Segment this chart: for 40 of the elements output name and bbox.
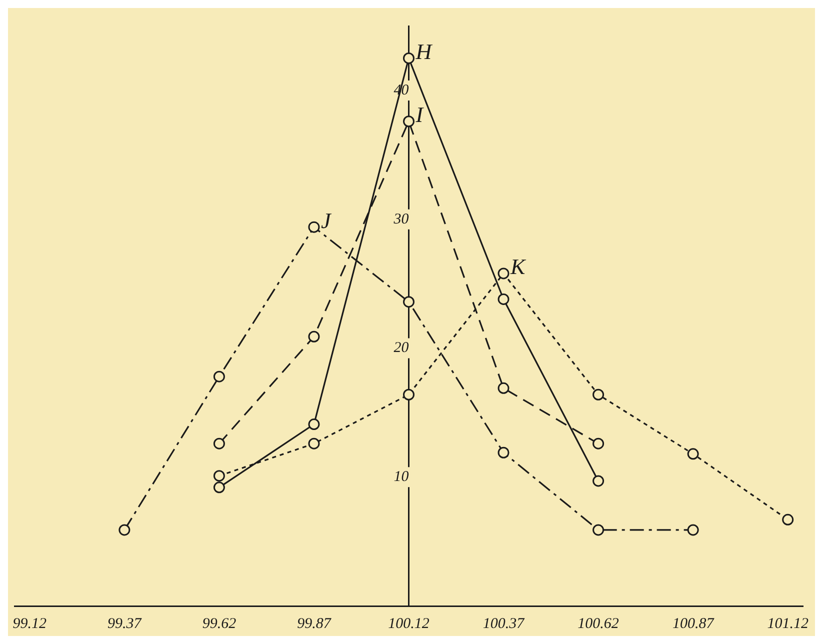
series-label: H bbox=[414, 39, 433, 64]
series-label: I bbox=[414, 102, 425, 128]
x-tick-label: 99.37 bbox=[108, 616, 143, 632]
series-label: J bbox=[320, 208, 332, 233]
x-tick-label: 100.62 bbox=[578, 616, 620, 632]
y-tick-label: 10 bbox=[394, 469, 410, 486]
point bbox=[592, 388, 604, 400]
y-tick-label: 20 bbox=[394, 340, 410, 356]
point bbox=[687, 448, 699, 460]
point bbox=[213, 482, 225, 494]
point bbox=[213, 470, 225, 482]
x-tick-label: 100.37 bbox=[482, 616, 526, 632]
point bbox=[687, 524, 699, 536]
point bbox=[592, 438, 604, 450]
point bbox=[308, 330, 320, 342]
x-tick-label: 99.12 bbox=[12, 616, 48, 632]
x-tick-label: 99.87 bbox=[297, 616, 332, 632]
x-tick-label: 100.87 bbox=[672, 616, 716, 632]
point bbox=[308, 418, 320, 430]
point bbox=[403, 116, 414, 128]
point bbox=[592, 524, 604, 536]
point bbox=[498, 293, 510, 305]
point bbox=[498, 446, 510, 458]
point bbox=[118, 524, 130, 536]
point bbox=[498, 268, 510, 280]
point bbox=[403, 388, 414, 400]
point bbox=[403, 52, 414, 64]
point bbox=[782, 514, 794, 526]
point bbox=[308, 221, 320, 233]
y-tick-label: 30 bbox=[392, 211, 410, 228]
x-tick-label: 101.12 bbox=[767, 616, 809, 632]
series-label: K bbox=[510, 254, 527, 280]
x-tick-label: 100.12 bbox=[388, 616, 430, 632]
point bbox=[403, 296, 414, 308]
point bbox=[592, 475, 604, 487]
point bbox=[213, 438, 225, 450]
point bbox=[498, 382, 510, 394]
x-tick-label: 99.62 bbox=[202, 616, 237, 632]
point bbox=[213, 370, 225, 382]
point bbox=[308, 438, 320, 450]
